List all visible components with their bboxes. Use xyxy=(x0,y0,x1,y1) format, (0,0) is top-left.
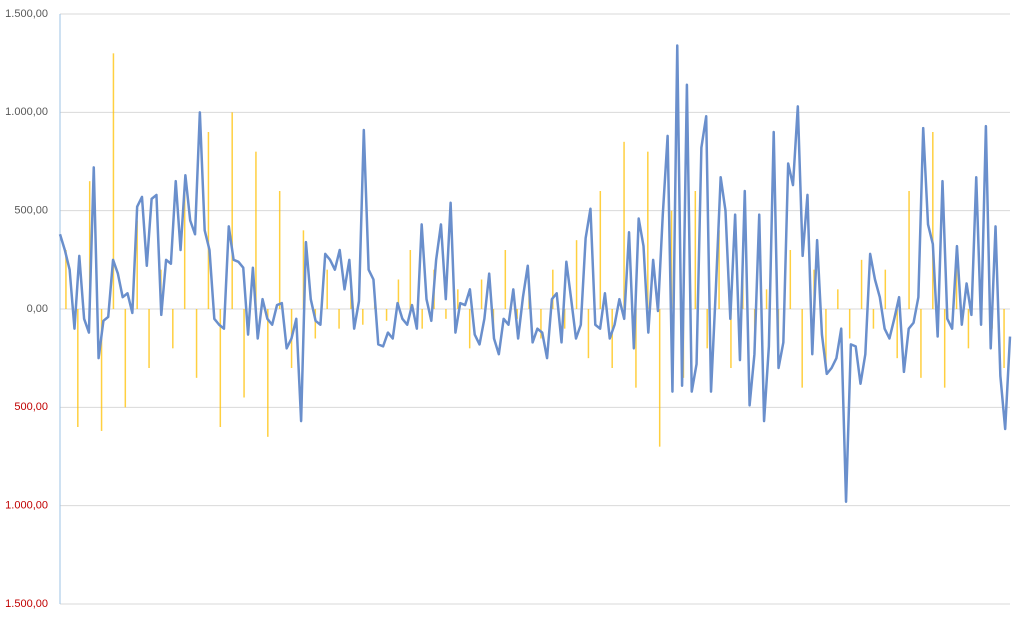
bar xyxy=(540,309,542,339)
bar xyxy=(267,309,269,437)
bar xyxy=(635,309,637,388)
bar xyxy=(825,309,827,368)
y-tick-label: 500,00 xyxy=(14,205,48,217)
bar xyxy=(670,210,673,309)
bar xyxy=(552,269,554,309)
bar xyxy=(148,309,150,368)
bar xyxy=(789,250,792,309)
bar xyxy=(100,309,103,431)
bar xyxy=(362,309,364,325)
bar xyxy=(908,191,910,309)
bar xyxy=(943,309,946,388)
bar xyxy=(1003,309,1005,368)
bar xyxy=(112,53,115,310)
bar xyxy=(611,309,613,368)
y-tick-label: 1.000,00 xyxy=(5,106,48,118)
bar xyxy=(314,309,317,339)
bar xyxy=(623,141,625,309)
bar xyxy=(468,309,471,349)
bar xyxy=(88,181,91,309)
bar xyxy=(504,250,507,309)
y-tick-label: 500,00 xyxy=(14,401,48,413)
bar xyxy=(207,132,210,309)
bar xyxy=(385,309,388,321)
bar xyxy=(658,309,661,447)
y-tick-label: 1.500,00 xyxy=(5,8,48,20)
bar xyxy=(884,269,887,309)
bar xyxy=(872,309,875,329)
bar xyxy=(730,309,732,368)
bar xyxy=(765,289,768,309)
bar xyxy=(932,132,934,309)
bar xyxy=(231,112,233,309)
y-tick-label: 0,00 xyxy=(27,303,48,315)
bar xyxy=(445,309,447,319)
bar xyxy=(516,309,518,319)
bar xyxy=(718,230,720,309)
bar xyxy=(801,309,803,388)
bar xyxy=(706,309,708,349)
line xyxy=(58,44,1012,503)
bar xyxy=(243,309,245,398)
bar xyxy=(65,250,67,309)
bar xyxy=(967,309,970,349)
bar xyxy=(136,220,138,309)
bar xyxy=(183,191,186,309)
bar xyxy=(77,309,79,427)
bar xyxy=(338,309,340,329)
bar xyxy=(326,269,328,309)
y-tick-label: 1.000,00 xyxy=(5,500,48,512)
bar xyxy=(896,309,898,359)
bar xyxy=(647,151,649,309)
bar xyxy=(124,309,127,408)
bar xyxy=(302,230,305,309)
bar xyxy=(421,309,423,329)
bar xyxy=(837,289,839,309)
bar xyxy=(172,309,174,349)
bar xyxy=(563,309,566,329)
bar xyxy=(457,289,459,309)
bar xyxy=(920,309,922,378)
bar xyxy=(599,191,602,309)
bar xyxy=(480,279,483,309)
bar xyxy=(575,240,578,309)
bar xyxy=(397,279,400,309)
bar xyxy=(860,259,863,309)
bar xyxy=(694,191,697,309)
bar xyxy=(195,309,198,378)
bar xyxy=(409,250,412,309)
bar xyxy=(219,309,222,427)
bar xyxy=(255,151,257,309)
y-tick-label: 1.500,00 xyxy=(5,598,48,610)
bar xyxy=(848,309,851,339)
bar xyxy=(278,191,281,309)
bar xyxy=(955,250,958,309)
bar xyxy=(587,309,590,359)
